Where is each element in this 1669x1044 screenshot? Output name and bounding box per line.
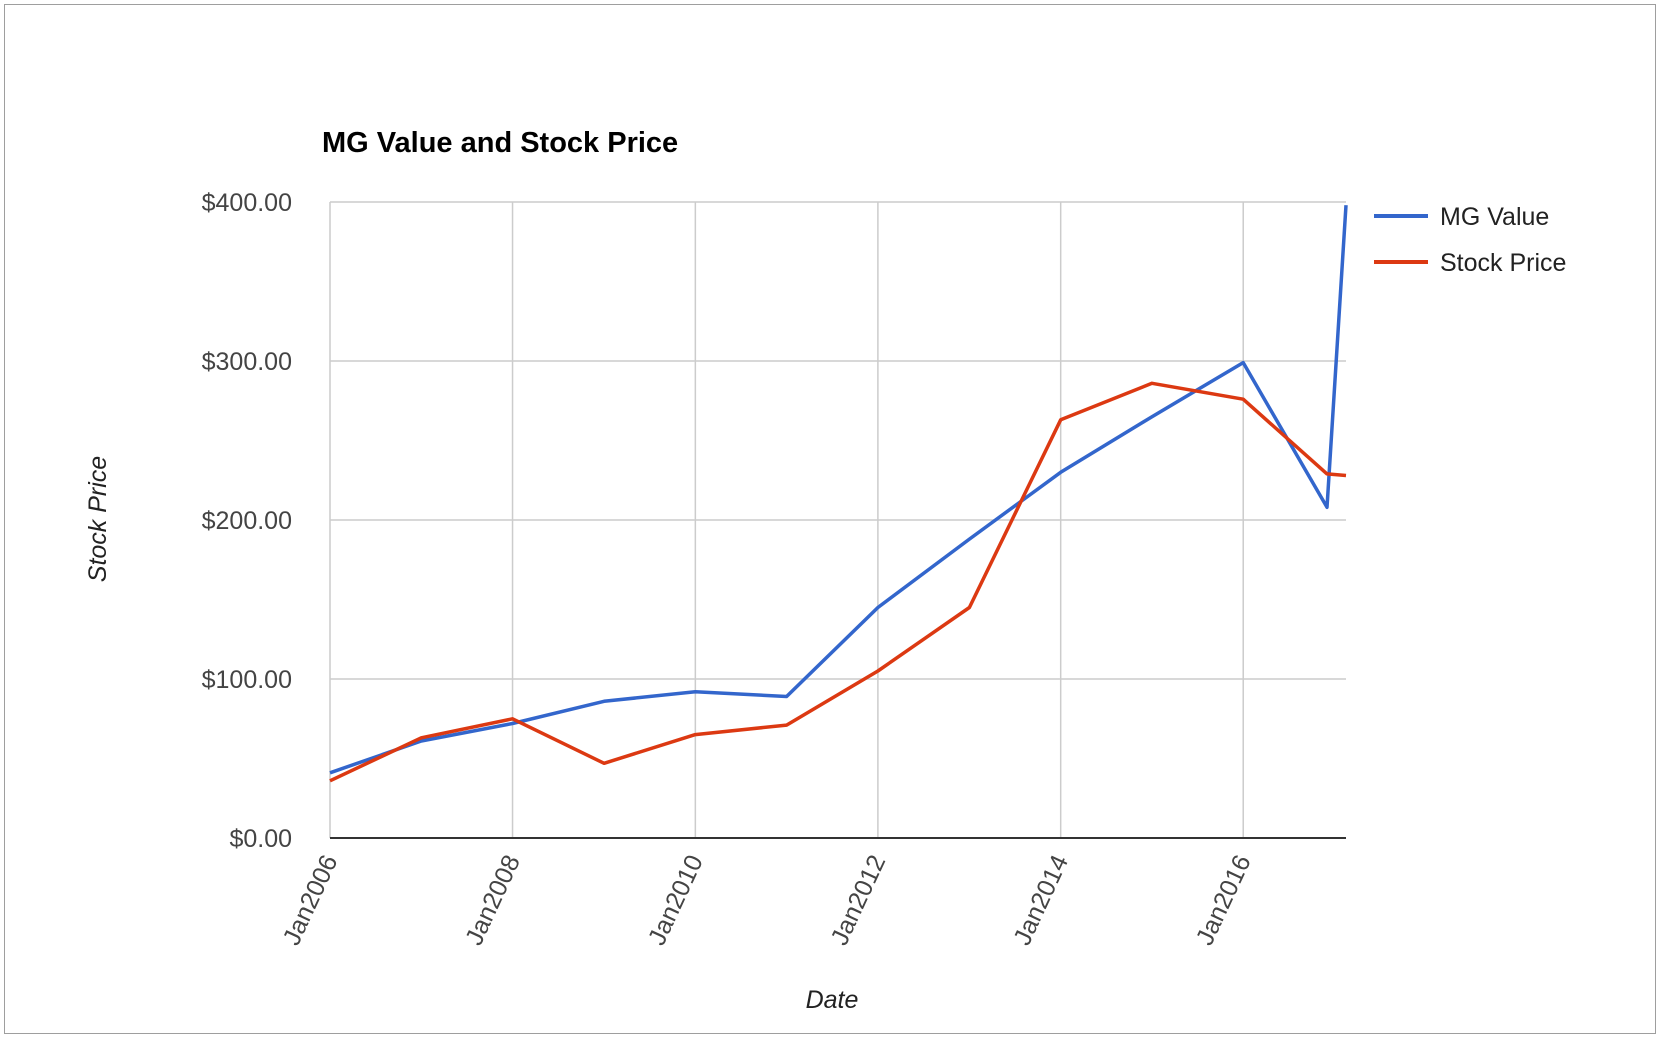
legend-item-mg-value: MG Value	[1374, 203, 1549, 231]
gridlines	[329, 201, 1346, 838]
legend: MG Value Stock Price	[1374, 203, 1566, 277]
series-lines	[329, 205, 1348, 783]
x-axis-title: Date	[806, 986, 859, 1014]
legend-label-stock-price: Stock Price	[1440, 249, 1566, 277]
legend-label-mg-value: MG Value	[1440, 203, 1549, 231]
y-axis-title: Stock Price	[84, 456, 112, 582]
series-line-mg-value	[329, 205, 1348, 775]
series-line-stock-price	[329, 381, 1347, 783]
y-tick-labels: $0.00 $100.00 $200.00 $300.00 $400.00	[202, 189, 292, 853]
x-tick-labels: Jan2006 Jan2008 Jan2010 Jan2012 Jan2014 Jan20…	[278, 851, 1257, 950]
chart-title: MG Value and Stock Price	[322, 127, 678, 159]
x-tick-label: Jan2012	[825, 851, 891, 950]
x-tick-label: Jan2006	[278, 851, 344, 950]
chart-frame	[4, 4, 1656, 1034]
y-tick-label: $100.00	[202, 666, 292, 694]
x-tick-label: Jan2016	[1191, 851, 1257, 950]
x-tick-label: Jan2010	[643, 851, 709, 950]
y-tick-label: $400.00	[202, 189, 292, 217]
x-tick-label: Jan2008	[460, 851, 526, 950]
y-tick-label: $300.00	[202, 348, 292, 376]
y-tick-label: $0.00	[229, 825, 292, 853]
legend-item-stock-price: Stock Price	[1374, 249, 1566, 277]
y-tick-label: $200.00	[202, 507, 292, 535]
x-tick-label: Jan2014	[1008, 851, 1074, 950]
